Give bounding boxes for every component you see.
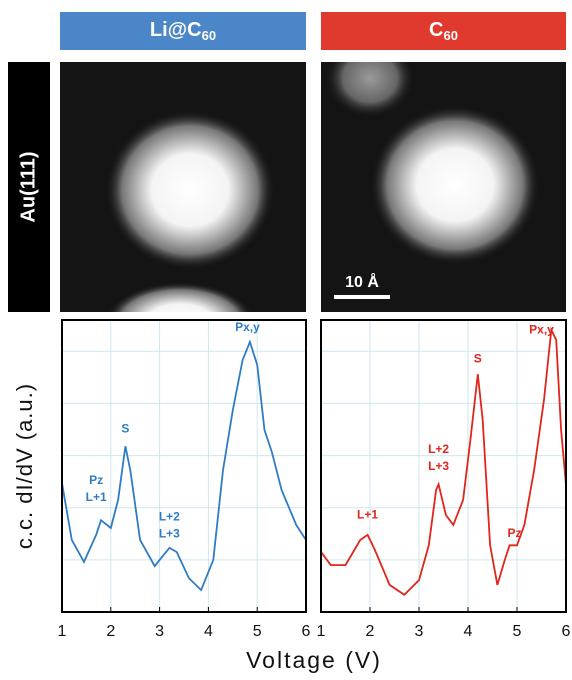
x-tick-label: 4 — [464, 623, 473, 640]
header-title: Li@C60 — [150, 19, 216, 43]
x-tick-label: 2 — [366, 623, 375, 640]
x-tick-label: 5 — [513, 623, 522, 640]
x-tick-label: 5 — [253, 623, 262, 640]
x-tick-label: 4 — [204, 623, 213, 640]
peak-label: L+2 — [159, 510, 180, 524]
stm-image — [321, 62, 566, 312]
header-title-subscript: 60 — [202, 28, 216, 43]
peak-label: Pz — [89, 473, 103, 487]
peak-label: L+3 — [428, 459, 449, 473]
x-tick-label: 1 — [58, 623, 67, 640]
x-tick-label: 6 — [302, 623, 311, 640]
peak-label: L+3 — [159, 527, 180, 541]
peak-label: Px,y — [529, 323, 554, 337]
x-axis-label: Voltage (V) — [246, 647, 382, 673]
peak-label: L+1 — [86, 490, 107, 504]
plot-area — [321, 320, 566, 612]
x-tick-label: 3 — [155, 623, 164, 640]
header-title-subscript: 60 — [443, 28, 457, 43]
plot-frame — [61, 319, 307, 613]
spectrum-line — [320, 326, 567, 596]
header-title-main: Li@C — [150, 19, 202, 41]
y-axis-label: c.c. dI/dV (a.u.) — [12, 383, 37, 549]
spectrum-line — [61, 339, 307, 592]
header-bar — [60, 12, 306, 50]
peak-label: L+1 — [357, 508, 378, 522]
side-label: Au(111) — [17, 151, 39, 222]
header-title: C60 — [429, 19, 458, 43]
plot-area — [62, 320, 306, 612]
stm-image — [60, 62, 306, 312]
scale-bar-label: 10 Å — [345, 272, 379, 291]
x-tick-label: 2 — [106, 623, 115, 640]
header-bar — [321, 12, 566, 50]
plot-frame — [320, 319, 567, 613]
header-title-main: C — [429, 19, 443, 41]
x-tick-label: 1 — [317, 623, 326, 640]
peak-label: S — [474, 351, 482, 365]
peak-label: S — [121, 422, 129, 436]
peak-label: Pz — [508, 526, 522, 540]
peak-label: Px,y — [235, 320, 260, 334]
x-tick-label: 3 — [415, 623, 424, 640]
side-bar — [8, 62, 50, 312]
x-tick-label: 6 — [562, 623, 571, 640]
peak-label: L+2 — [428, 442, 449, 456]
